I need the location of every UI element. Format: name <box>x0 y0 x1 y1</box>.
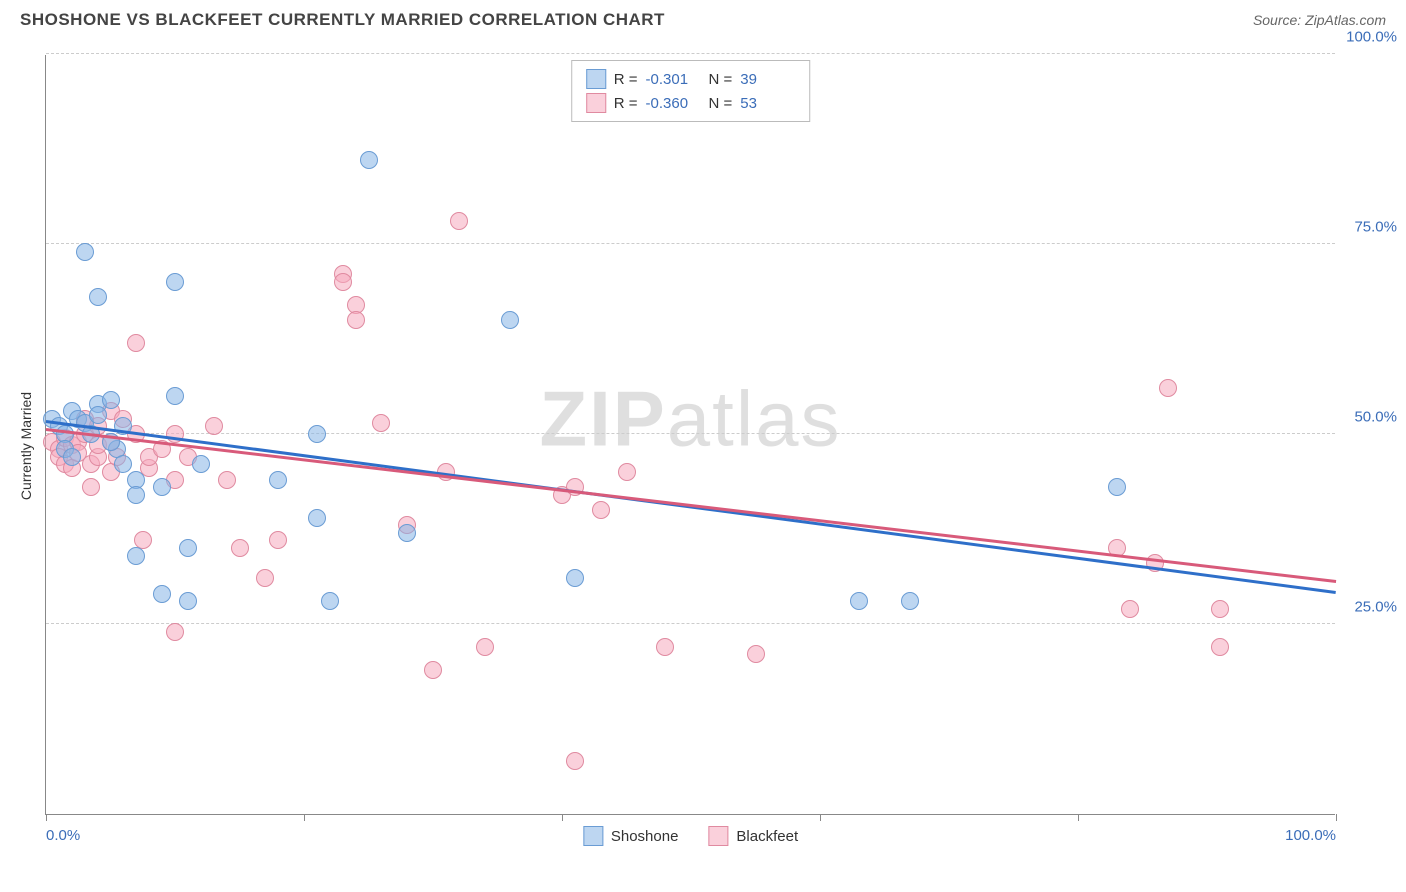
scatter-point <box>166 623 184 641</box>
x-tick <box>820 814 821 821</box>
legend-stats: R = -0.301 N = 39 R = -0.360 N = 53 <box>571 60 811 122</box>
n-label: N = <box>709 71 733 88</box>
legend-swatch-icon <box>583 826 603 846</box>
scatter-point <box>850 592 868 610</box>
y-axis-label: Currently Married <box>18 392 34 500</box>
r-label: R = <box>614 95 638 112</box>
scatter-point <box>321 592 339 610</box>
chart-title: SHOSHONE VS BLACKFEET CURRENTLY MARRIED … <box>20 10 665 30</box>
scatter-point <box>153 585 171 603</box>
scatter-point <box>76 243 94 261</box>
scatter-point <box>205 417 223 435</box>
scatter-point <box>192 455 210 473</box>
scatter-point <box>89 288 107 306</box>
scatter-point <box>82 478 100 496</box>
scatter-point <box>166 273 184 291</box>
legend-swatch-icon <box>708 826 728 846</box>
scatter-point <box>269 471 287 489</box>
n-value: 39 <box>740 71 795 88</box>
scatter-point <box>1121 600 1139 618</box>
legend-label: Shoshone <box>611 828 679 845</box>
scatter-point <box>334 273 352 291</box>
x-tick-label: 0.0% <box>46 827 80 844</box>
scatter-point <box>592 501 610 519</box>
scatter-point <box>63 448 81 466</box>
x-tick <box>1078 814 1079 821</box>
y-tick-label: 100.0% <box>1346 29 1397 46</box>
scatter-point <box>102 391 120 409</box>
scatter-point <box>901 592 919 610</box>
legend-series: Shoshone Blackfeet <box>583 826 798 846</box>
scatter-point <box>218 471 236 489</box>
gridline <box>46 243 1335 244</box>
scatter-point <box>618 463 636 481</box>
legend-stat-row: R = -0.360 N = 53 <box>586 91 796 115</box>
scatter-point <box>308 509 326 527</box>
scatter-point <box>1211 600 1229 618</box>
x-tick-label: 100.0% <box>1285 827 1336 844</box>
scatter-point <box>127 547 145 565</box>
scatter-point <box>127 334 145 352</box>
scatter-point <box>450 212 468 230</box>
scatter-point <box>256 569 274 587</box>
scatter-point <box>89 406 107 424</box>
scatter-point <box>114 455 132 473</box>
trendline <box>46 420 1336 593</box>
x-tick <box>1336 814 1337 821</box>
r-value: -0.301 <box>646 71 701 88</box>
scatter-point <box>1108 478 1126 496</box>
scatter-point <box>566 569 584 587</box>
gridline <box>46 433 1335 434</box>
legend-item: Blackfeet <box>708 826 798 846</box>
scatter-point <box>179 592 197 610</box>
gridline <box>46 53 1335 54</box>
scatter-point <box>1211 638 1229 656</box>
scatter-point <box>656 638 674 656</box>
n-label: N = <box>709 95 733 112</box>
scatter-point <box>476 638 494 656</box>
trendline <box>46 428 1336 582</box>
y-tick-label: 50.0% <box>1354 409 1397 426</box>
x-tick <box>562 814 563 821</box>
scatter-point <box>179 539 197 557</box>
x-tick <box>46 814 47 821</box>
scatter-point <box>398 524 416 542</box>
scatter-point <box>166 387 184 405</box>
scatter-point <box>269 531 287 549</box>
legend-item: Shoshone <box>583 826 679 846</box>
r-label: R = <box>614 71 638 88</box>
scatter-point <box>1159 379 1177 397</box>
r-value: -0.360 <box>646 95 701 112</box>
gridline <box>46 623 1335 624</box>
scatter-point <box>360 151 378 169</box>
scatter-point <box>566 752 584 770</box>
scatter-point <box>308 425 326 443</box>
scatter-point <box>347 311 365 329</box>
source-label: Source: ZipAtlas.com <box>1253 12 1386 28</box>
scatter-point <box>747 645 765 663</box>
scatter-point <box>127 486 145 504</box>
legend-swatch-icon <box>586 69 606 89</box>
y-tick-label: 75.0% <box>1354 219 1397 236</box>
scatter-point <box>424 661 442 679</box>
scatter-point <box>372 414 390 432</box>
scatter-point <box>231 539 249 557</box>
y-tick-label: 25.0% <box>1354 599 1397 616</box>
watermark: ZIPatlas <box>539 374 841 465</box>
x-tick <box>304 814 305 821</box>
chart-plot-area: ZIPatlas R =-0.301N =39R =-0.360N =53 Sh… <box>45 55 1335 815</box>
scatter-point <box>153 478 171 496</box>
n-value: 53 <box>740 95 795 112</box>
legend-swatch-icon <box>586 93 606 113</box>
legend-stat-row: R = -0.301 N = 39 <box>586 67 796 91</box>
scatter-point <box>501 311 519 329</box>
legend-label: Blackfeet <box>736 828 798 845</box>
